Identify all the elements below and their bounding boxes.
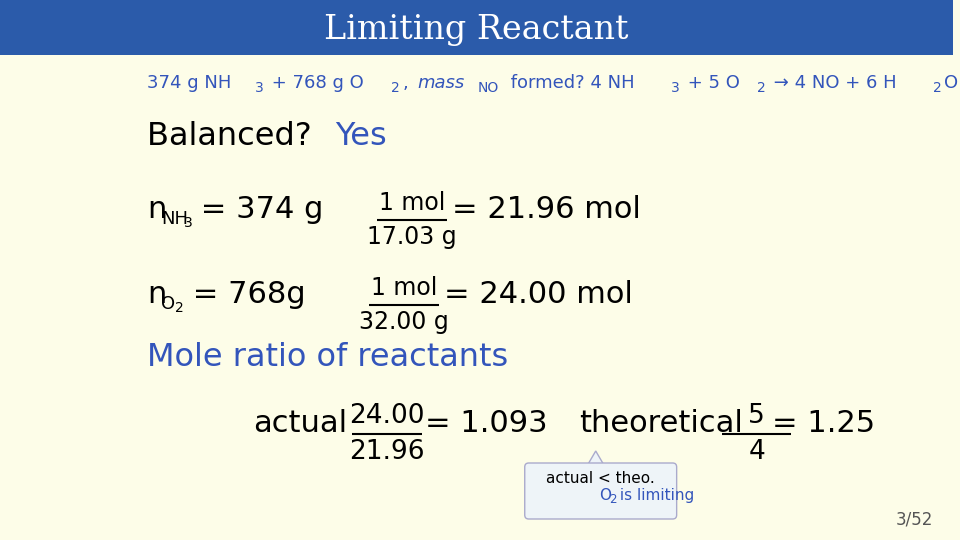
Text: 2: 2 — [609, 493, 616, 506]
Text: → 4 NO + 6 H: → 4 NO + 6 H — [768, 74, 897, 92]
Text: Yes: Yes — [336, 121, 387, 152]
Text: NO: NO — [478, 81, 499, 95]
Polygon shape — [586, 451, 606, 468]
Text: 2: 2 — [392, 81, 400, 95]
Text: actual < theo.: actual < theo. — [546, 471, 655, 486]
Text: is limiting: is limiting — [614, 488, 694, 503]
Text: = 374 g: = 374 g — [191, 195, 323, 224]
Text: 1 mol: 1 mol — [379, 191, 445, 215]
Text: 17.03 g: 17.03 g — [368, 225, 457, 249]
Text: O: O — [161, 295, 175, 313]
Text: 3: 3 — [671, 81, 680, 95]
Text: 32.00 g: 32.00 g — [359, 310, 449, 334]
Text: n: n — [147, 195, 166, 224]
Text: formed? 4 NH: formed? 4 NH — [505, 74, 635, 92]
Text: theoretical: theoretical — [579, 409, 743, 438]
Text: 2: 2 — [175, 301, 183, 315]
Text: 1 mol: 1 mol — [371, 276, 438, 300]
Text: 4: 4 — [748, 439, 765, 465]
Text: mass: mass — [418, 74, 465, 92]
Text: 2: 2 — [932, 81, 942, 95]
Text: + 5 O: + 5 O — [683, 74, 740, 92]
Text: + 768 g O: + 768 g O — [266, 74, 364, 92]
Text: O: O — [599, 488, 611, 503]
Text: 24.00: 24.00 — [349, 403, 425, 429]
FancyBboxPatch shape — [525, 463, 677, 519]
Bar — [0, 0, 953, 55]
Text: 21.96: 21.96 — [349, 439, 425, 465]
Text: 3/52: 3/52 — [896, 510, 933, 528]
Text: actual: actual — [253, 409, 348, 438]
Text: Mole ratio of reactants: Mole ratio of reactants — [147, 342, 508, 373]
Text: = 1.25: = 1.25 — [773, 409, 876, 438]
Text: n: n — [147, 280, 166, 309]
Text: 374 g NH: 374 g NH — [147, 74, 231, 92]
Text: Limiting Reactant: Limiting Reactant — [324, 14, 629, 45]
Text: 5: 5 — [748, 403, 765, 429]
Text: = 1.093: = 1.093 — [425, 409, 547, 438]
Text: 3: 3 — [183, 216, 192, 230]
Text: 2: 2 — [756, 81, 765, 95]
Text: = 24.00 mol: = 24.00 mol — [444, 280, 633, 309]
Text: Balanced?: Balanced? — [147, 121, 332, 152]
Text: 3: 3 — [255, 81, 264, 95]
Text: NH: NH — [161, 210, 188, 228]
Text: ,: , — [402, 74, 414, 92]
Text: = 21.96 mol: = 21.96 mol — [452, 195, 640, 224]
Text: O: O — [944, 74, 958, 92]
Text: = 768g: = 768g — [182, 280, 305, 309]
